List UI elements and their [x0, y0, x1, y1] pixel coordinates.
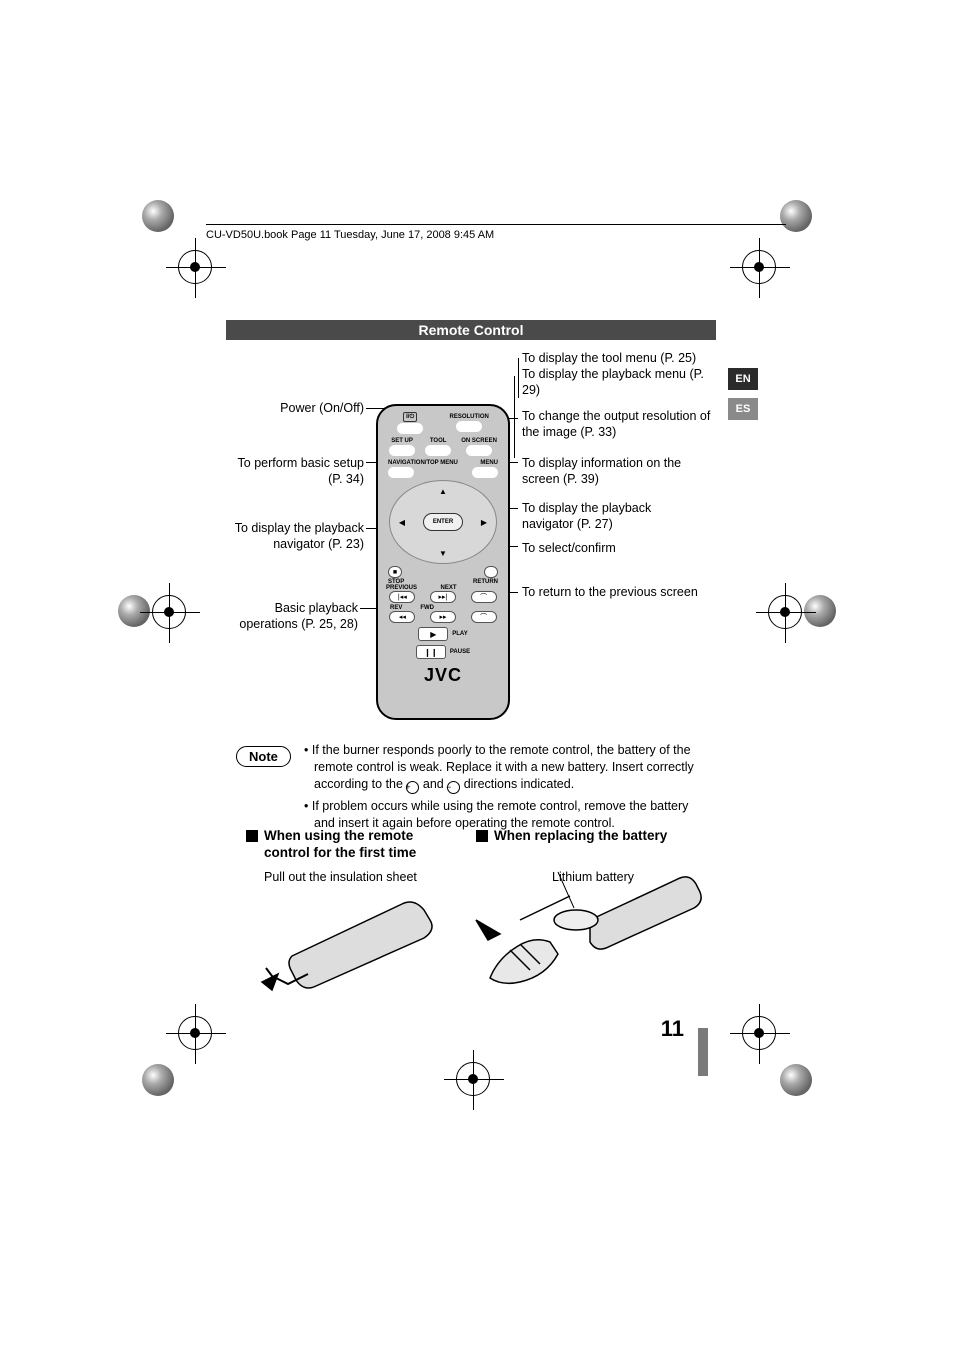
- power-button: [397, 423, 423, 434]
- remote-control-diagram: I/⏻ RESOLUTION SET UP TOOL ON SCREEN NAV…: [376, 404, 510, 720]
- power-icon: I/⏻: [403, 412, 417, 422]
- square-bullet-icon: [246, 830, 258, 842]
- callout-nav23: To display the playback navigator (P. 23…: [224, 520, 364, 553]
- tool-button: [425, 445, 451, 456]
- setup-button: [389, 445, 415, 456]
- subhead-text: When replacing the battery: [494, 828, 667, 845]
- callout-tool: To display the tool menu (P. 25): [522, 350, 718, 366]
- leader-line: [518, 358, 519, 398]
- callout-power: Power (On/Off): [230, 400, 364, 416]
- return-label: RETURN: [473, 579, 498, 585]
- leader-line: [514, 376, 515, 458]
- stop-button: ■: [388, 566, 402, 578]
- callout-nav27: To display the playback navigator (P. 27…: [522, 500, 698, 533]
- fwd-label: FWD: [420, 605, 434, 611]
- crop-ball: [142, 200, 174, 232]
- callout-select: To select/confirm: [522, 540, 698, 556]
- callout-setup: To perform basic setup (P. 34): [230, 455, 364, 488]
- nav-label: NAVIGATION/TOP MENU: [388, 460, 458, 466]
- play-label: PLAY: [452, 631, 467, 637]
- arc-button: ⌒: [471, 591, 497, 603]
- crop-ball: [780, 1064, 812, 1096]
- left-arrow-icon: ◀: [396, 516, 408, 528]
- page-header: CU-VD50U.book Page 11 Tuesday, June 17, …: [206, 224, 786, 241]
- subhead-first-use: When using the remote control for the fi…: [246, 828, 456, 862]
- crop-ball: [142, 1064, 174, 1096]
- note-label: Note: [236, 746, 291, 767]
- pause-button: ❙❙: [416, 645, 446, 659]
- callout-playback-menu: To display the playback menu (P. 29): [522, 366, 718, 399]
- crop-target: [768, 595, 802, 629]
- insulation-sheet-diagram: [252, 886, 444, 996]
- enter-button: ENTER: [423, 513, 463, 531]
- next-button: ▸▸|: [430, 591, 456, 603]
- note-item: If the burner responds poorly to the rem…: [304, 742, 698, 794]
- crop-target: [178, 250, 212, 284]
- resolution-label: RESOLUTION: [449, 414, 488, 420]
- play-button: ▶: [418, 627, 448, 641]
- page-tab: [698, 1028, 708, 1076]
- tool-label: TOOL: [430, 438, 447, 444]
- sub1-text: Pull out the insulation sheet: [264, 870, 417, 884]
- previous-button: |◂◂: [389, 591, 415, 603]
- note-item: If problem occurs while using the remote…: [304, 798, 698, 832]
- lang-tab-es: ES: [728, 398, 758, 420]
- crop-target: [152, 595, 186, 629]
- crop-target: [456, 1062, 490, 1096]
- resolution-button: [456, 421, 482, 432]
- return-button: [484, 566, 498, 578]
- page-number: 11: [661, 1016, 684, 1042]
- callout-basic: Basic playback operations (P. 25, 28): [230, 600, 358, 633]
- callout-resolution: To change the output resolution of the i…: [522, 408, 712, 441]
- battery-replace-diagram: [460, 860, 704, 1000]
- up-arrow-icon: ▲: [437, 485, 449, 497]
- callout-onscreen: To display information on the screen (P.…: [522, 455, 698, 488]
- pause-label: PAUSE: [450, 649, 470, 655]
- onscreen-button: [466, 445, 492, 456]
- dpad: ▲ ▼ ◀ ▶ ENTER: [389, 480, 497, 564]
- crop-target: [178, 1016, 212, 1050]
- menu-label: MENU: [480, 460, 498, 466]
- rev-button: ◂◂: [389, 611, 415, 623]
- square-bullet-icon: [476, 830, 488, 842]
- lang-tab-en: EN: [728, 368, 758, 390]
- callout-return: To return to the previous screen: [522, 584, 698, 600]
- fwd-button: ▸▸: [430, 611, 456, 623]
- onscreen-label: ON SCREEN: [461, 438, 497, 444]
- subhead-replace-battery: When replacing the battery: [476, 828, 706, 845]
- subhead-text: When using the remote control for the fi…: [264, 828, 456, 862]
- down-arrow-icon: ▼: [437, 547, 449, 559]
- setup-label: SET UP: [391, 438, 413, 444]
- nav-button: [388, 467, 414, 478]
- section-title: Remote Control: [226, 320, 716, 340]
- crop-target: [742, 1016, 776, 1050]
- note-list: If the burner responds poorly to the rem…: [304, 742, 698, 836]
- crop-target: [742, 250, 776, 284]
- brand-logo: JVC: [384, 665, 502, 686]
- right-arrow-icon: ▶: [478, 516, 490, 528]
- menu-button: [472, 467, 498, 478]
- arc-button-2: ⌒: [471, 611, 497, 623]
